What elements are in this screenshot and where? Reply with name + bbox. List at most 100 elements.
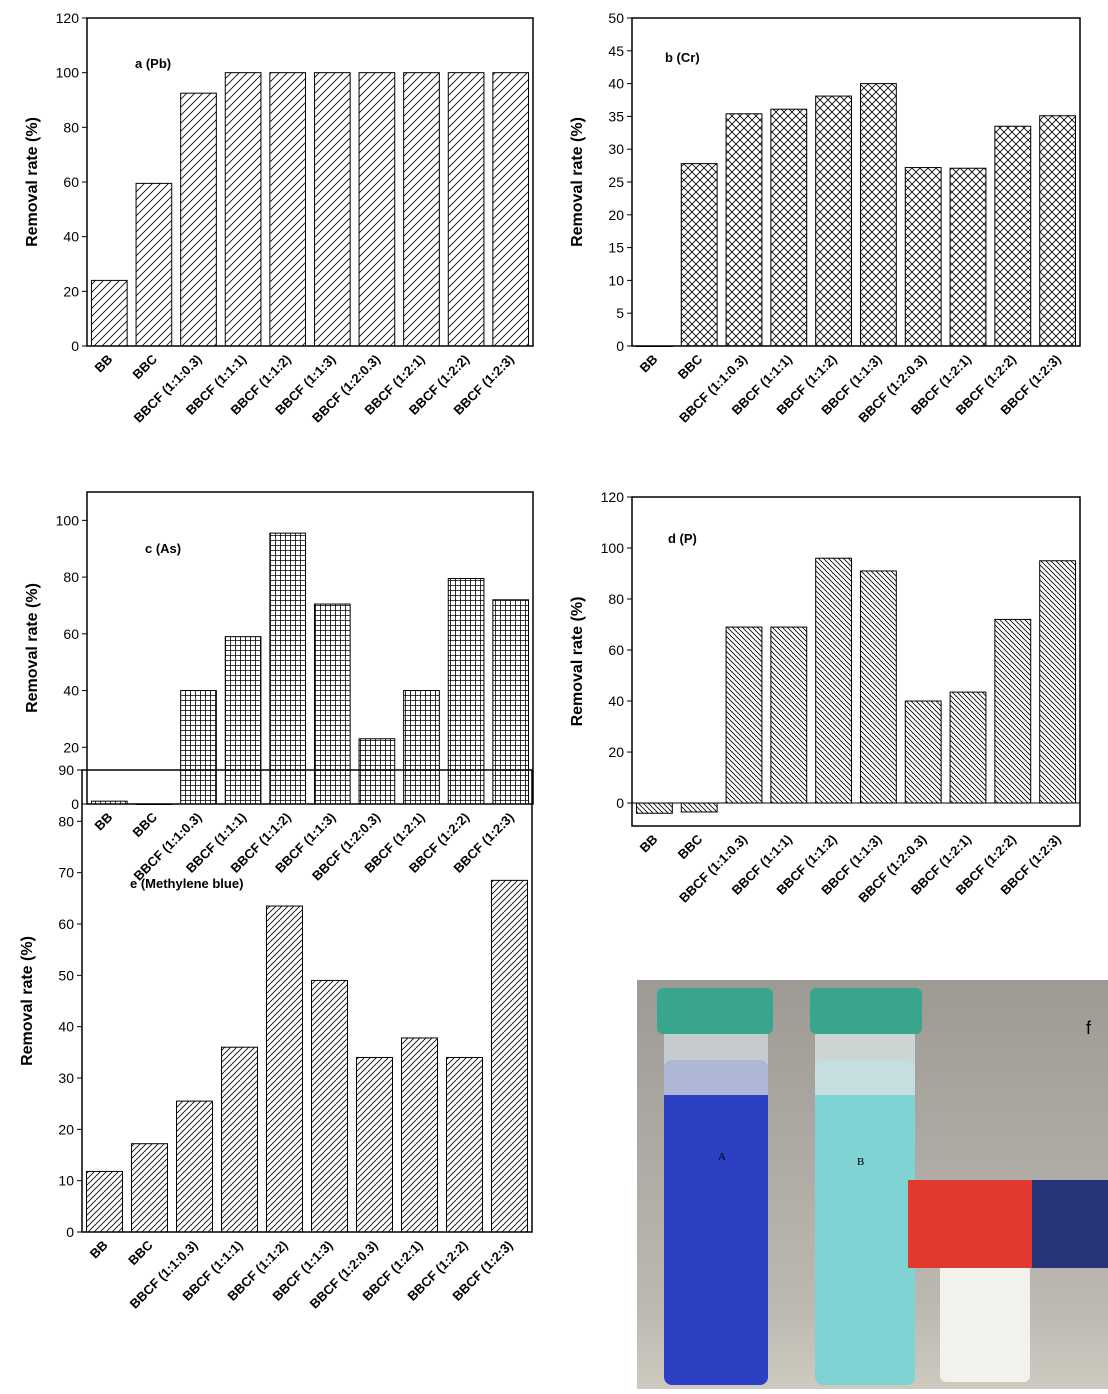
y-tick-label: 0 <box>71 338 79 354</box>
y-tick-label: 15 <box>608 240 624 256</box>
bar <box>447 72 485 347</box>
bar <box>224 636 262 805</box>
bar <box>1039 115 1077 347</box>
bar <box>904 700 942 804</box>
bar <box>1039 560 1077 804</box>
bar <box>635 802 673 814</box>
y-axis-label: Removal rate (%) <box>19 936 36 1066</box>
bar <box>135 182 173 347</box>
y-tick-label: 20 <box>608 207 624 223</box>
y-tick-label: 0 <box>616 338 624 354</box>
x-tick-label: BBC <box>675 351 706 382</box>
x-tick-label: BB <box>92 352 116 376</box>
bar <box>403 72 440 347</box>
stand <box>940 1262 1030 1382</box>
bar <box>224 72 262 347</box>
vial-a-top <box>664 1030 768 1095</box>
bar <box>447 578 485 805</box>
y-tick-label: 20 <box>63 283 79 299</box>
y-tick-label: 70 <box>58 865 74 881</box>
bar <box>949 167 987 347</box>
y-axis-label: Removal rate (%) <box>24 117 41 247</box>
magnet-blue <box>1032 1180 1108 1268</box>
bar <box>859 570 897 804</box>
bar <box>131 1143 168 1233</box>
bar <box>266 905 303 1233</box>
x-tick-label: BB <box>92 810 116 834</box>
bar <box>86 1170 123 1233</box>
y-tick-label: 45 <box>608 43 624 59</box>
bar <box>403 690 440 805</box>
panel-title: e (Methylene blue) <box>130 876 243 891</box>
bar <box>313 603 351 805</box>
vial-label: A <box>718 1151 726 1163</box>
y-tick-label: 60 <box>63 174 79 190</box>
y-tick-label: 20 <box>58 1121 74 1137</box>
bar <box>401 1037 438 1233</box>
y-tick-label: 100 <box>56 512 80 528</box>
bar <box>491 879 528 1233</box>
vial-a <box>664 1060 768 1385</box>
y-tick-label: 100 <box>601 540 625 556</box>
x-tick-label: BB <box>637 832 661 856</box>
bar <box>994 618 1032 804</box>
bar <box>90 279 128 347</box>
y-tick-label: 120 <box>56 10 80 26</box>
y-tick-label: 60 <box>58 916 74 932</box>
y-tick-label: 40 <box>58 1019 74 1035</box>
y-tick-label: 40 <box>608 76 624 92</box>
bar <box>358 72 396 347</box>
panel-title: a (Pb) <box>135 56 171 71</box>
vial-label: B <box>857 1156 864 1168</box>
y-tick-label: 40 <box>608 693 624 709</box>
bar <box>859 83 897 347</box>
y-tick-label: 10 <box>58 1173 74 1189</box>
y-axis-label: Removal rate (%) <box>569 597 586 727</box>
y-tick-label: 50 <box>58 967 74 983</box>
bar <box>180 92 217 347</box>
y-tick-label: 80 <box>58 813 74 829</box>
bar <box>725 626 763 804</box>
bar <box>492 599 530 805</box>
photo: f A B <box>637 980 1108 1389</box>
bar <box>904 167 942 347</box>
bar <box>492 72 530 347</box>
panel-title: c (As) <box>145 541 181 556</box>
bar <box>358 738 396 805</box>
y-axis-label: Removal rate (%) <box>569 117 586 247</box>
cap-a <box>657 988 773 1034</box>
bar <box>269 532 307 805</box>
y-tick-label: 40 <box>63 683 79 699</box>
plot-frame <box>86 17 534 347</box>
y-tick-label: 80 <box>63 119 79 135</box>
plot-frame <box>81 769 533 1233</box>
y-tick-label: 20 <box>63 739 79 755</box>
y-tick-label: 80 <box>63 569 79 585</box>
y-tick-label: 20 <box>608 744 624 760</box>
y-tick-label: 0 <box>66 1224 74 1240</box>
bar <box>949 691 987 804</box>
magnet-red <box>908 1180 1032 1268</box>
panel-title: b (Cr) <box>665 50 700 65</box>
bar <box>815 95 853 347</box>
y-tick-label: 30 <box>58 1070 74 1086</box>
panel-title: d (P) <box>668 531 697 546</box>
panel-label: f <box>1086 1018 1092 1038</box>
y-tick-label: 35 <box>608 108 624 124</box>
y-tick-label: 90 <box>58 762 74 778</box>
plot-frame <box>631 17 1081 347</box>
x-tick-label: BB <box>87 1238 111 1262</box>
bar <box>221 1046 258 1233</box>
bar <box>770 626 808 804</box>
bar <box>269 72 307 347</box>
bar <box>994 125 1032 347</box>
bar <box>446 1056 483 1233</box>
y-tick-label: 40 <box>63 229 79 245</box>
y-tick-label: 30 <box>608 141 624 157</box>
y-tick-label: 10 <box>608 272 624 288</box>
